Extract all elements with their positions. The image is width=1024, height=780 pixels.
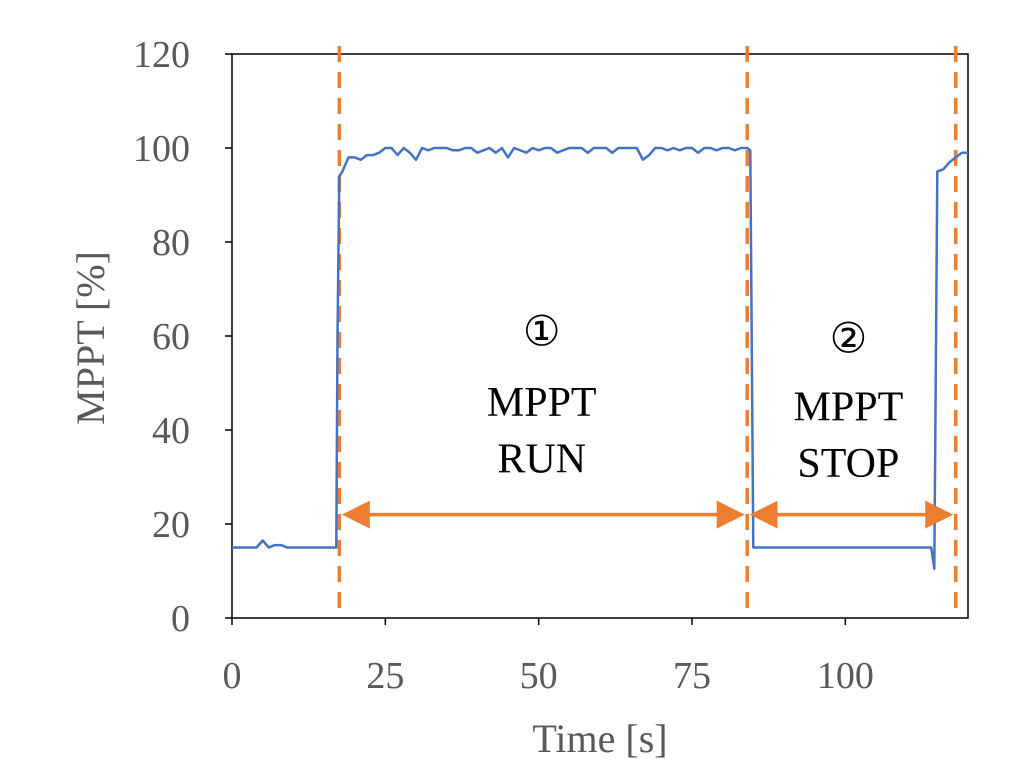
y-tick-label: 20 <box>152 504 190 546</box>
x-axis-ticks: 0 25 50 75 100 <box>223 618 874 697</box>
phase-annotation-text: ① <box>523 309 561 355</box>
phase-markers <box>337 46 958 610</box>
y-axis-title: MPPT [%] <box>68 251 113 425</box>
y-tick-label: 0 <box>171 598 190 640</box>
x-tick-label: 100 <box>817 655 874 697</box>
y-tick-label: 120 <box>133 34 190 76</box>
y-axis-ticks: 0 20 40 60 80 100 120 <box>133 34 232 640</box>
phase-annotation-text: MPPT <box>794 385 904 431</box>
x-tick-label: 25 <box>366 655 404 697</box>
series-group <box>232 146 968 570</box>
phase-annotations: ① MPPT RUN ② MPPT STOP <box>487 309 903 487</box>
x-axis-title: Time [s] <box>532 716 667 761</box>
x-tick-label: 50 <box>520 655 558 697</box>
y-tick-label: 40 <box>152 410 190 452</box>
phase-annotation-text: MPPT <box>487 380 597 426</box>
y-tick-label: 60 <box>152 316 190 358</box>
y-tick-label: 80 <box>152 222 190 264</box>
y-tick-label: 100 <box>133 128 190 170</box>
x-tick-label: 0 <box>223 655 242 697</box>
phase-annotation-text: ② <box>830 316 868 362</box>
phase-annotation-text: RUN <box>497 436 586 482</box>
phase-annotation-text: STOP <box>797 441 899 487</box>
mppt-series-line <box>232 146 968 570</box>
x-tick-label: 75 <box>673 655 711 697</box>
